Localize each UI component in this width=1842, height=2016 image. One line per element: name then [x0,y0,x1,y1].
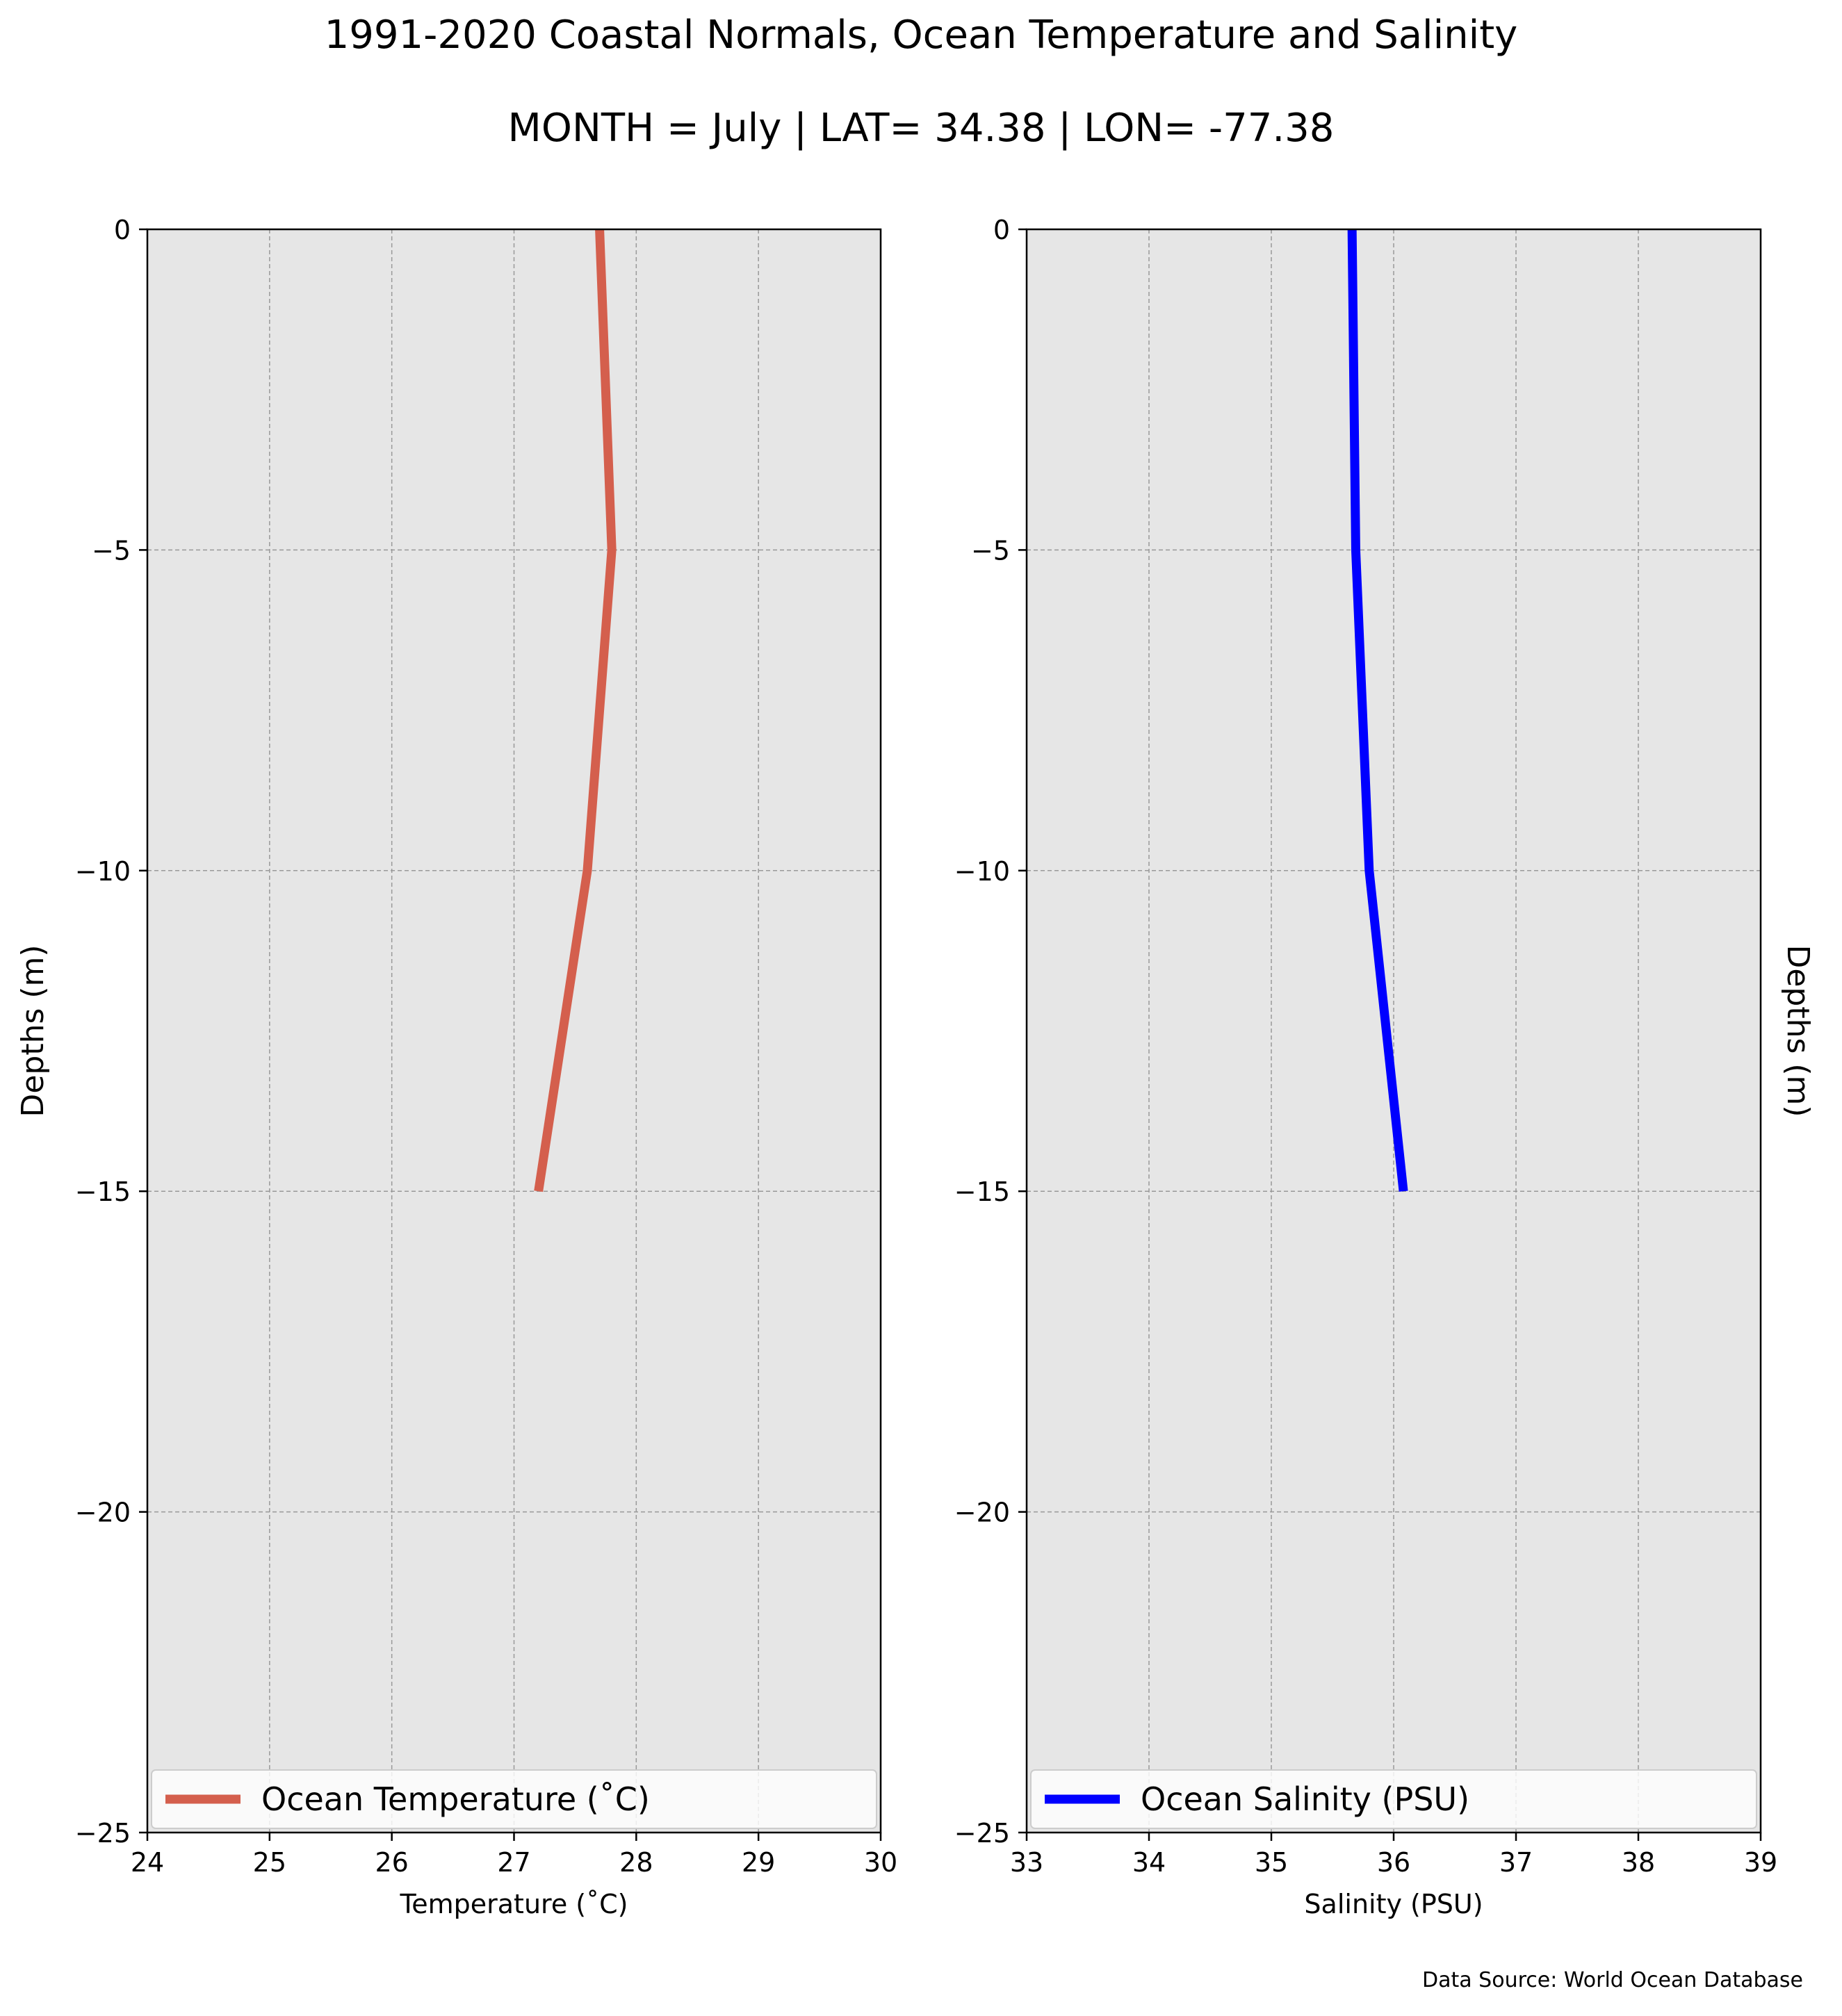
temperature-y-tick-label: −20 [75,1498,131,1528]
salinity-x-tick-label: 37 [1499,1847,1533,1878]
temperature-x-tick-label: 27 [497,1847,530,1878]
salinity-x-axis-label: Salinity (PSU) [1304,1889,1483,1919]
temperature-y-tick-label: −10 [75,856,131,887]
temperature-series-line [534,229,617,1193]
temperature-x-tick-label: 28 [619,1847,653,1878]
temperature-x-tick-label: 24 [131,1847,164,1878]
temperature-legend-label: Ocean Temperature (˚C) [261,1780,650,1818]
salinity-legend-label: Ocean Salinity (PSU) [1141,1780,1469,1818]
salinity-y-tick-label: −20 [954,1498,1010,1528]
salinity-x-tick-label: 33 [1010,1847,1043,1878]
data-source-note: Data Source: World Ocean Database [1422,1968,1803,1992]
salinity-x-tick-label: 36 [1377,1847,1410,1878]
salinity-y-tick-label: −25 [954,1818,1010,1849]
salinity-x-tick-label: 35 [1255,1847,1288,1878]
temperature-x-tick-label: 25 [253,1847,286,1878]
salinity-y-tick-label: 0 [993,215,1010,245]
chart-title: 1991-2020 Coastal Normals, Ocean Tempera… [324,13,1518,58]
temperature-y-axis-label: Depths (m) [15,944,51,1117]
temperature-x-axis-label: Temperature (˚C) [400,1889,628,1919]
salinity-legend-box [1030,1769,1757,1829]
salinity-plot-panel: Ocean Salinity (PSU) 33 34 35 36 37 38 39 0 −5 −10… [954,215,1816,1919]
temperature-x-tick-label: 30 [864,1847,897,1878]
temperature-y-tick-label: −25 [75,1818,131,1849]
temperature-x-tick-label: 26 [375,1847,408,1878]
salinity-y-tick-label: −10 [954,856,1010,887]
temperature-plot-panel: Ocean Temperature (˚C) 24 25 26 27 28 29 30 0 −5 −… [15,215,897,1919]
temperature-y-tick-label: 0 [114,215,131,245]
salinity-x-tick-label: 38 [1622,1847,1655,1878]
temperature-y-tick-label: −15 [75,1177,131,1207]
temperature-legend-box [151,1769,877,1829]
salinity-y-tick-label: −5 [971,535,1010,566]
temperature-y-tick-label: −5 [92,535,131,566]
salinity-x-tick-label: 39 [1744,1847,1777,1878]
salinity-y-tick-label: −15 [954,1177,1010,1207]
salinity-x-tick-label: 34 [1132,1847,1166,1878]
salinity-series-line [1347,229,1408,1192]
temperature-x-tick-label: 29 [742,1847,775,1878]
chart-subtitle: MONTH = July | LAT= 34.38 | LON= -77.38 [507,106,1335,151]
salinity-y-axis-label: Depths (m) [1780,944,1816,1117]
